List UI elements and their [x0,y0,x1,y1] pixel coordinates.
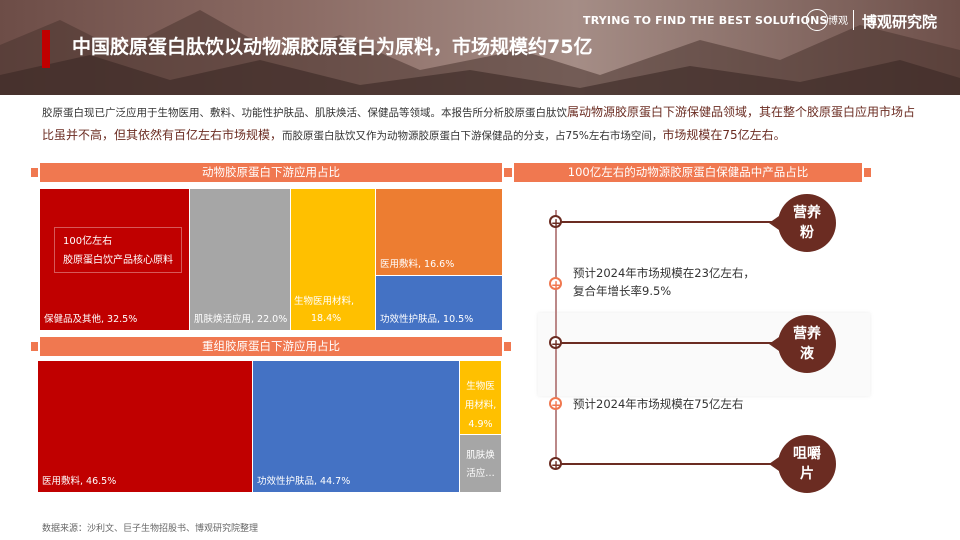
tagline-separator: / [789,12,794,27]
treemap-cell-dressing: 医用敷料, 16.6% [376,189,502,275]
plus-icon: + [549,397,562,412]
intro-part-2: 属动物源胶原蛋白下游保健品领域，其在整个胶原蛋白应用市场占比虽并不高，但其依然有… [42,105,916,142]
cell-label-c: 4.9% [468,419,493,430]
plus-icon: + [549,215,562,230]
intro-part-1: 胶原蛋白现已广泛应用于生物医用、敷料、功能性护肤品、肌肤焕活、保健品等领域。本报… [42,107,567,119]
cell-label-a: 生物医用材料, [294,296,355,307]
cell-label: 保健品及其他, 32.5% [44,314,138,325]
cell-label: 功效性护肤品, 10.5% [380,314,474,325]
left-top-title: 动物胶原蛋白下游应用占比 [31,163,511,182]
cell-label-b: 18.4% [311,313,342,324]
desc-powder: 预计2024年市场规模在23亿左右， 复合年增长率9.5% [573,266,755,298]
connector-line [555,342,775,344]
desc-liquid: 预计2024年市场规模在75亿左右 [573,397,744,411]
treemap-cell-skin-revitalize: 肌肤焕 活应… [460,435,501,492]
plus-icon: + [549,336,562,351]
treemap-cell-skin-revitalize: 肌肤焕活应用, 22.0% [190,189,290,330]
logo-icon [806,9,828,31]
logo-divider [853,10,854,30]
cell-label: 医用敷料, 46.5% [42,476,117,487]
treemap-cell-dressing: 医用敷料, 46.5% [38,361,252,492]
right-title: 100亿左右的动物源胶原蛋白保健品中产品占比 [505,163,871,182]
cell-label: 肌肤焕活应用, 22.0% [194,314,288,325]
page-title: 中国胶原蛋白肽饮以动物源胶原蛋白为原料，市场规模约75亿 [72,36,593,58]
badge-liquid: 营养液 [769,315,836,373]
intro-part-5: 市场规模在75亿左右。 [662,128,786,142]
connector-line [555,463,775,465]
intro-part-4: 又作为动物源胶原蛋白下游保健品的分支，占75%左右市场空间， [355,130,663,142]
tagline: TRYING TO FIND THE BEST SOLUTIONS [583,14,828,27]
cell-label-a: 肌肤焕 [466,450,495,461]
cell-label-b: 用材料, [464,400,497,411]
plus-icon: + [549,457,562,472]
title-accent-bar [42,30,50,68]
cell-label-b: 活应… [466,468,495,479]
intro-part-3: 而胶原蛋白肽饮 [282,130,356,142]
logo-mark: 博观 [828,16,848,27]
left-bottom-title: 重组胶原蛋白下游应用占比 [31,337,511,356]
source-note: 数据来源：沙利文、巨子生物招股书、博观研究院整理 [42,524,259,534]
note-line-1: 100亿左右 [63,236,113,247]
logo-text: 博观研究院 [862,13,938,31]
cell-label-a: 生物医 [466,381,495,392]
treemap-cell-biomed: 生物医 用材料, 4.9% [460,361,501,434]
mountain-background [0,10,960,95]
note-box: 100亿左右 胶原蛋白饮产品核心原料 [54,227,182,273]
header-banner: 中国胶原蛋白肽饮以动物源胶原蛋白为原料，市场规模约75亿 TRYING TO F… [0,0,960,95]
connector-line [555,221,775,223]
treemap-cell-skincare: 功效性护肤品, 10.5% [376,276,502,330]
badge-powder: 营养粉 [769,194,836,252]
note-line-2: 胶原蛋白饮产品核心原料 [63,255,173,266]
treemap-cell-healthcare: 100亿左右 胶原蛋白饮产品核心原料 保健品及其他, 32.5% [40,189,189,330]
treemap-cell-biomed: 生物医用材料, 18.4% [291,189,375,330]
treemap-cell-skincare: 功效性护肤品, 44.7% [253,361,459,492]
plus-icon: + [549,277,562,292]
cell-label: 功效性护肤品, 44.7% [257,476,351,487]
badge-chewable: 咀嚼片 [769,435,836,493]
intro-paragraph: 胶原蛋白现已广泛应用于生物医用、敷料、功能性护肤品、肌肤焕活、保健品等领域。本报… [42,101,922,147]
cell-label: 医用敷料, 16.6% [380,259,455,270]
